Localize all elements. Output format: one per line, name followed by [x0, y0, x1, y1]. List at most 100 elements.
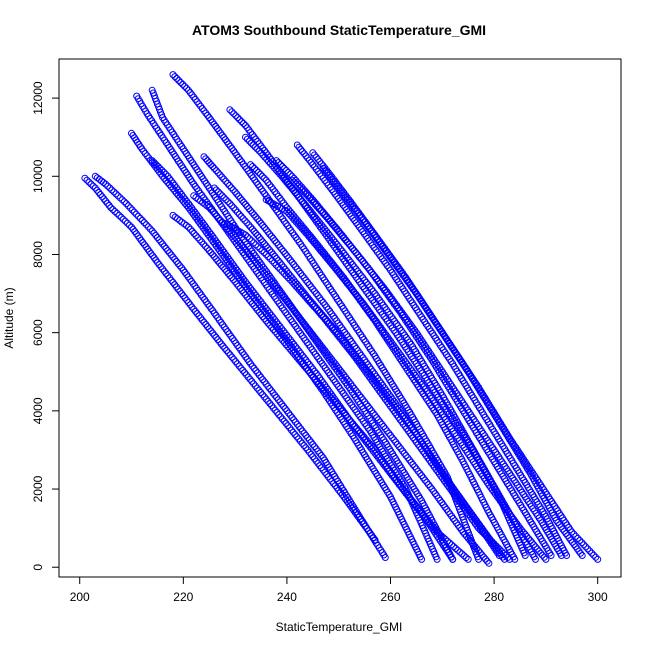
data-point [435, 530, 443, 538]
data-point [366, 370, 374, 378]
data-point [223, 347, 231, 354]
data-point [572, 532, 580, 540]
data-point [358, 431, 366, 439]
data-point [406, 493, 413, 501]
data-point [286, 345, 294, 353]
data-point [540, 553, 548, 561]
data-point [209, 208, 217, 216]
data-point [526, 537, 534, 545]
data-point [559, 525, 567, 533]
data-point [338, 272, 346, 280]
data-point [355, 391, 363, 399]
data-point [390, 436, 398, 444]
data-point [207, 161, 215, 169]
data-point [402, 489, 410, 497]
data-point [366, 283, 374, 291]
data-point [231, 233, 239, 241]
data-point [283, 297, 291, 305]
data-point [273, 318, 280, 326]
data-point [380, 257, 388, 265]
data-point [154, 163, 162, 170]
data-point [289, 428, 297, 436]
data-point [212, 186, 220, 194]
data-point [250, 289, 258, 297]
data-point [193, 98, 201, 106]
data-point [416, 506, 424, 514]
data-point [259, 391, 267, 399]
data-point [313, 304, 321, 312]
data-point [83, 176, 91, 184]
data-point [259, 313, 267, 321]
data-point [107, 204, 115, 212]
data-point [233, 190, 241, 198]
data-point [419, 474, 427, 482]
data-point [269, 326, 277, 333]
data-point [387, 254, 395, 262]
data-point [580, 541, 588, 549]
data-point [528, 539, 536, 547]
data-point [230, 110, 238, 118]
data-point [134, 212, 142, 220]
data-point [369, 375, 377, 382]
data-point [249, 163, 257, 170]
data-point [117, 213, 125, 221]
data-point [374, 236, 382, 243]
data-point [276, 289, 284, 297]
data-point [201, 242, 209, 250]
data-point [262, 242, 270, 250]
data-point [273, 239, 280, 247]
data-point [346, 416, 354, 424]
data-point [246, 375, 254, 383]
data-point [248, 287, 256, 295]
data-point [253, 145, 261, 153]
data-point [249, 141, 257, 149]
data-point [252, 213, 260, 221]
data-point [323, 213, 330, 221]
data-point [328, 356, 336, 363]
data-point [215, 127, 223, 135]
data-point [369, 315, 377, 323]
data-point [324, 230, 332, 238]
data-point [261, 378, 268, 386]
data-point [182, 221, 190, 229]
data-point [155, 236, 163, 244]
data-point [304, 278, 312, 286]
data-point [121, 217, 129, 225]
data-point [245, 137, 253, 145]
data-point [226, 200, 234, 208]
data-point [315, 379, 323, 387]
data-point [273, 157, 280, 165]
data-point [268, 162, 276, 170]
data-point [344, 414, 352, 422]
data-point [285, 409, 293, 417]
data-point [292, 418, 299, 426]
data-point [419, 511, 427, 519]
data-point [276, 170, 284, 178]
data-point [203, 244, 211, 252]
data-point [473, 545, 481, 553]
data-point [311, 163, 318, 171]
data-point [159, 265, 167, 273]
data-point [212, 333, 220, 341]
data-point [469, 541, 477, 549]
data-point [305, 436, 313, 444]
data-point [318, 311, 326, 319]
data-point [278, 400, 286, 408]
data-point [309, 161, 317, 169]
data-point [347, 212, 355, 220]
data-point [304, 154, 312, 162]
data-point [357, 272, 365, 280]
data-point [312, 457, 320, 465]
data-point [152, 256, 160, 264]
y-tick-label: 4000 [31, 397, 45, 424]
data-point [174, 285, 182, 293]
data-point [324, 390, 332, 398]
data-point [314, 338, 322, 346]
data-point [313, 203, 321, 210]
data-point [273, 408, 281, 416]
data-point [208, 118, 216, 126]
data-point [290, 416, 298, 424]
data-point [197, 217, 205, 225]
data-point [141, 150, 149, 157]
